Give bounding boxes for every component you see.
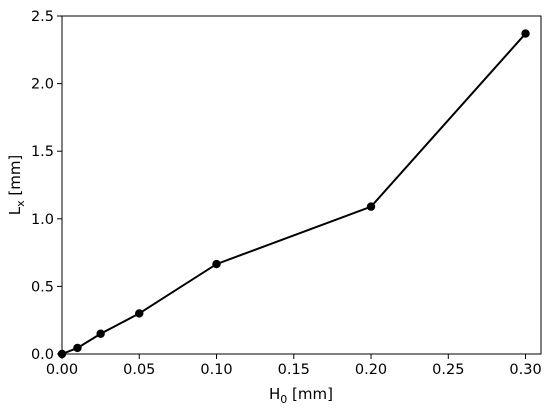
data-point [366,202,376,211]
y-tick-label: 0.5 [31,279,54,295]
y-axis-ticks: 0.0 0.5 1.0 1.5 2.0 2.5 [31,9,62,363]
y-tick-label: 1.5 [31,144,54,160]
data-point [57,349,67,359]
y-axis-label: Lx [mm] [6,155,27,216]
series-line [61,32,527,355]
x-tick-label: 0.10 [200,362,232,378]
y-tick-label: 2.5 [31,9,54,25]
x-tick-label: 0.05 [123,362,155,378]
y-tick-label: 0.0 [31,347,54,363]
x-tick-label: 0.20 [355,362,387,378]
y-tick-label: 2.0 [31,77,54,93]
data-point [135,309,144,318]
plot-frame [61,15,542,355]
x-tick-label: 0.00 [46,362,78,378]
data-point [96,329,105,338]
x-axis-label: H0 [mm] [269,385,333,406]
data-point [212,259,221,269]
y-tick-label: 1.0 [31,212,54,228]
x-tick-label: 0.30 [509,362,541,378]
data-point [73,343,82,353]
x-axis-ticks: 0.00 0.05 0.10 0.15 0.20 0.25 0.30 [46,354,542,378]
series-layer [57,29,530,359]
x-tick-label: 0.25 [432,362,464,378]
x-tick-label: 0.15 [278,362,310,378]
data-point [521,29,530,38]
